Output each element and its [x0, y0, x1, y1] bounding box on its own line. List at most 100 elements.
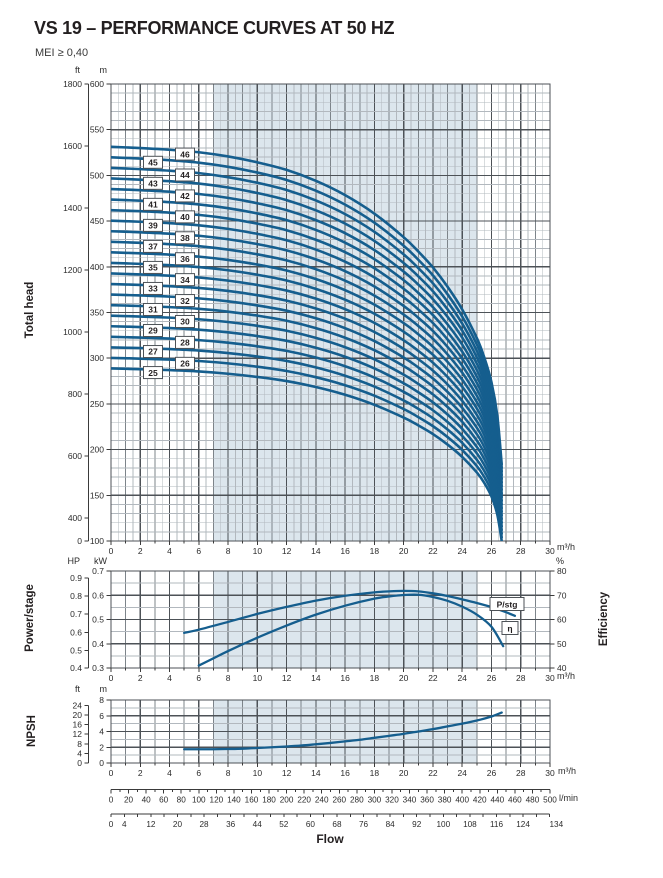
eta-label-box — [501, 621, 519, 635]
npsh-curve-group — [183, 711, 503, 751]
head-m-axis: 600 550 500 450 400 350 300 250 200 150 100 — [90, 79, 111, 546]
npsh-chart — [110, 699, 551, 768]
tick-label: 20 — [73, 710, 83, 720]
stage-label-box-26 — [175, 356, 195, 370]
tick-label: 12 — [282, 673, 292, 683]
tick-label: 16 — [340, 673, 350, 683]
tick-label: 0 — [109, 673, 114, 683]
head-curve-34-stages — [111, 272, 504, 510]
npsh-curve — [183, 711, 503, 751]
efficiency-axis: 80 70 60 50 40 — [550, 566, 567, 673]
stage-label-box-43 — [143, 176, 163, 190]
head-curve-32-stages — [111, 293, 504, 517]
tick-label: 500 — [90, 170, 104, 180]
tick-label: 108 — [463, 820, 477, 829]
tick-label: 0.6 — [92, 590, 104, 600]
tick-label: 14 — [311, 546, 321, 556]
tick-label: 350 — [90, 308, 104, 318]
tick-label: 0.7 — [92, 566, 104, 576]
head-flow-unit: m³/h — [557, 542, 575, 552]
tick-label: 22 — [428, 768, 438, 778]
head-curves — [111, 145, 504, 541]
stage-label-box-41 — [143, 197, 163, 211]
stage-label-box-29 — [143, 324, 163, 338]
tick-label: 280 — [350, 796, 364, 805]
tick-label: 26 — [487, 768, 497, 778]
tick-label: 24 — [457, 673, 467, 683]
tick-label: 76 — [359, 820, 369, 829]
tick-label: 400 — [455, 796, 469, 805]
tick-label: 4 — [77, 748, 82, 758]
stage-label-box-34 — [175, 273, 195, 287]
tick-label: 180 — [262, 796, 276, 805]
tick-label: 4 — [122, 820, 127, 829]
tick-label: 8 — [77, 739, 82, 749]
tick-label: 20 — [173, 820, 183, 829]
mei-rating: MEI ≥ 0,40 — [35, 47, 89, 59]
head-curve-38-stages — [111, 229, 504, 495]
npsh-m-unit: m — [99, 684, 108, 694]
tick-label: 38 — [180, 233, 190, 243]
tick-label: 800 — [68, 389, 82, 399]
tick-label: 24 — [73, 700, 83, 710]
tick-label: 80 — [177, 796, 187, 805]
tick-label: 12 — [146, 820, 156, 829]
tick-label: P/stg — [497, 599, 518, 609]
tick-label: 1600 — [63, 141, 82, 151]
head-curve-43-stages — [111, 177, 504, 477]
head-curve-29-stages — [111, 324, 504, 528]
tick-label: 360 — [420, 796, 434, 805]
tick-label: 0.7 — [70, 609, 82, 619]
hp-axis: 0.9 0.8 0.7 0.6 0.5 0.4 — [70, 573, 89, 673]
tick-label: 140 — [227, 796, 241, 805]
tick-label: 200 — [90, 445, 104, 455]
stage-label-box-39 — [143, 218, 163, 232]
tick-label: 44 — [253, 820, 263, 829]
tick-label: 150 — [90, 490, 104, 500]
tick-label: 22 — [428, 673, 438, 683]
tick-label: 28 — [516, 673, 526, 683]
tick-label: 60 — [557, 615, 567, 625]
tick-label: 10 — [253, 546, 263, 556]
tick-label: 400 — [90, 262, 104, 272]
tick-label: 0 — [109, 768, 114, 778]
tick-label: 0.6 — [70, 627, 82, 637]
tick-label: 6 — [196, 546, 201, 556]
tick-label: 0.9 — [70, 573, 82, 583]
tick-label: 22 — [428, 546, 438, 556]
npsh-ft-unit: ft — [74, 684, 80, 694]
tick-label: 34 — [180, 275, 190, 285]
stage-label-box-33 — [143, 281, 163, 295]
head-curve-45-stages — [111, 156, 504, 470]
head-curve-33-stages — [111, 282, 504, 514]
tick-label: 18 — [370, 673, 380, 683]
tick-label: 134 — [549, 820, 563, 829]
tick-label: 1400 — [63, 203, 82, 213]
tick-label: 2 — [138, 768, 143, 778]
tick-label: 33 — [148, 284, 158, 294]
lmin-unit: l/min — [559, 793, 579, 803]
tick-label: 16 — [340, 546, 350, 556]
tick-label: 116 — [490, 820, 503, 829]
tick-label: 0 — [99, 758, 104, 768]
stage-label-box-36 — [175, 252, 195, 266]
tick-label: 124 — [516, 820, 530, 829]
stage-label-box-46 — [175, 147, 195, 161]
stage-label-box-38 — [175, 231, 195, 245]
tick-label: 0.5 — [70, 645, 82, 655]
tick-label: 30 — [545, 673, 555, 683]
head-curve-26-stages — [111, 356, 504, 539]
tick-label: 420 — [473, 796, 487, 805]
tick-label: 12 — [282, 768, 292, 778]
stage-label-box-25 — [143, 366, 163, 380]
head-curve-46-stages — [111, 145, 504, 466]
power-x-labels: 0 2 4 6 8 10 12 14 16 18 20 22 24 26 28 30 — [109, 673, 555, 683]
tick-label: 29 — [148, 326, 158, 336]
tick-label: 6 — [99, 711, 104, 721]
tick-label: 31 — [148, 305, 158, 315]
tick-label: 32 — [180, 296, 190, 306]
tick-label: 12 — [282, 546, 292, 556]
stage-labels: 25 26 27 28 29 30 31 32 33 34 35 36 37 38 39 40 41 42 43 44… — [143, 147, 195, 380]
head-curve-39-stages — [111, 219, 504, 492]
